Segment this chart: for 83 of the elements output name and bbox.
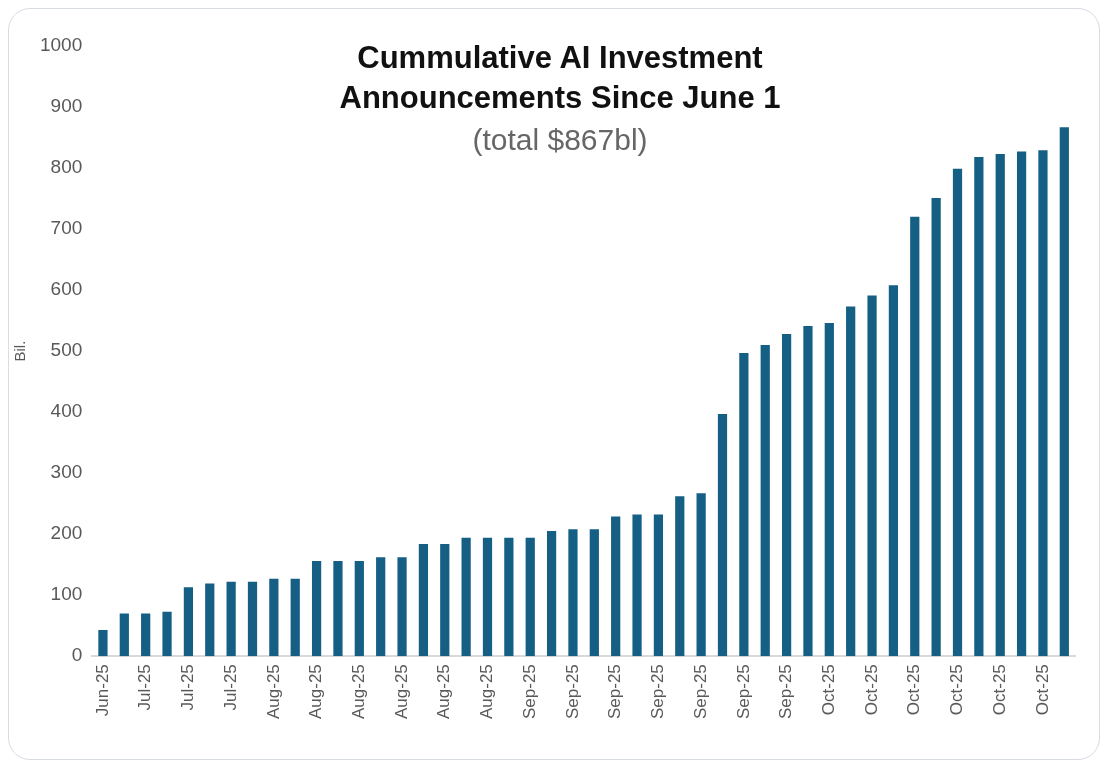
x-tick-label: Oct-25: [1032, 664, 1052, 716]
bar: [482, 537, 493, 657]
bar: [461, 537, 471, 657]
bar: [995, 154, 1005, 657]
y-tick-label: 200: [50, 522, 83, 544]
x-tick-label: Sep-25: [519, 664, 539, 720]
bar: [1016, 151, 1027, 657]
bar: [760, 344, 770, 657]
y-tick-label: 900: [50, 95, 83, 117]
x-tick-label: Jul-25: [135, 664, 155, 711]
bar: [98, 629, 108, 657]
bar: [888, 285, 899, 657]
bar: [611, 516, 621, 657]
x-tick-label: Sep-25: [690, 664, 710, 720]
bar: [205, 583, 215, 657]
x-tick-label: Oct-25: [819, 664, 838, 716]
bar: [910, 216, 920, 657]
bar: [653, 514, 664, 657]
x-tick-label: Aug-25: [263, 664, 283, 720]
y-tick-label: 1000: [39, 34, 83, 56]
bar: [824, 323, 834, 657]
x-tick-label: Sep-25: [776, 664, 796, 720]
y-tick-label: 0: [71, 644, 83, 666]
bar: [376, 557, 386, 657]
bar: [974, 157, 984, 657]
bar: [739, 352, 749, 657]
bar: [867, 295, 877, 657]
bar: [1059, 127, 1069, 657]
bar: [931, 197, 941, 657]
x-tick-label: Sep-25: [733, 664, 753, 720]
x-tick-label: Sep-25: [605, 664, 625, 720]
x-tick-label: Jun-25: [92, 664, 112, 717]
bar: [717, 413, 728, 657]
y-tick-label: 100: [50, 583, 83, 605]
bar: [589, 529, 599, 657]
bar: [632, 514, 642, 657]
bar: [247, 581, 258, 657]
bar: [504, 537, 514, 657]
bar: [141, 613, 151, 657]
bar: [675, 496, 685, 657]
bar: [696, 493, 706, 657]
y-tick-label: 800: [50, 156, 83, 178]
bar: [568, 529, 578, 657]
bar: [333, 560, 343, 657]
x-tick-label: Aug-25: [306, 664, 326, 720]
bar: [397, 557, 407, 657]
bar: [162, 611, 172, 657]
bar: [354, 560, 364, 657]
bar: [183, 587, 194, 657]
y-axis-title: Bil.: [11, 340, 29, 362]
x-tick-label: Oct-25: [904, 664, 924, 716]
bar: [1038, 150, 1048, 657]
x-tick-label: Aug-25: [434, 664, 454, 720]
x-tick-label: Jul-25: [220, 664, 240, 711]
x-tick-label: Jul-25: [178, 664, 198, 711]
bar: [546, 531, 557, 657]
bar: [269, 578, 279, 657]
x-tick-label: Sep-25: [562, 664, 582, 720]
bar: [525, 537, 535, 657]
bar: [418, 543, 429, 657]
x-tick-label: Aug-25: [349, 664, 368, 720]
y-tick-label: 300: [50, 461, 83, 483]
y-tick-label: 600: [50, 278, 83, 300]
bar: [290, 578, 300, 657]
text: (total $867bl): [471, 122, 649, 157]
x-tick-label: Aug-25: [477, 664, 497, 720]
x-tick-label: Oct-25: [861, 664, 881, 716]
bar: [311, 560, 322, 657]
bar: [846, 306, 856, 657]
x-tick-label: Oct-25: [947, 664, 967, 716]
y-tick-label: 700: [50, 217, 83, 239]
bar: [226, 581, 236, 657]
text: Cummulative AI Investment Announcements Since June 1: [338, 39, 782, 118]
bar: [803, 326, 813, 657]
y-tick-label: 500: [50, 339, 83, 361]
x-tick-label: Aug-25: [391, 664, 411, 720]
bar: [440, 543, 450, 657]
x-tick-label: Sep-25: [648, 664, 668, 720]
bar: [119, 613, 129, 657]
y-tick-label: 400: [50, 400, 83, 422]
bar: [781, 334, 792, 657]
x-tick-label: Oct-25: [989, 664, 1009, 716]
bar: [952, 168, 963, 657]
